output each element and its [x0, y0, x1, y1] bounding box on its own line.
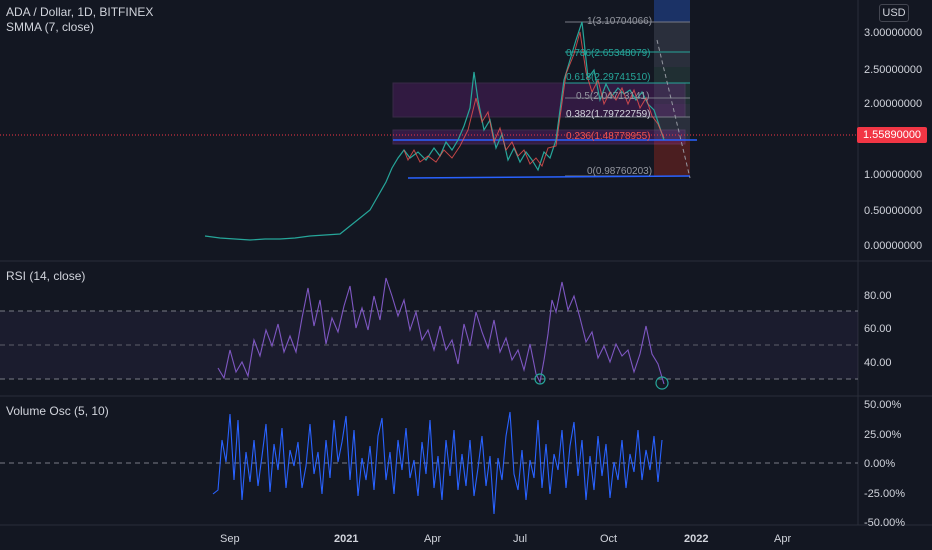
time-label-oct: Oct [600, 533, 617, 545]
vol-tick-neg50: -50.00% [864, 517, 905, 529]
price-tick-0: 0.00000000 [864, 240, 922, 252]
fib-label-0: 0(0.98760203) [587, 166, 652, 177]
smma-legend[interactable]: SMMA (7, close) [6, 20, 95, 34]
fib-label-0618: 0.618(2.29741510) [566, 72, 651, 83]
volume-osc-legend[interactable]: Volume Osc (5, 10) [6, 404, 109, 418]
price-series[interactable] [204, 21, 665, 241]
symbol-legend[interactable]: ADA / Dollar, 1D, BITFINEX [6, 5, 154, 19]
rsi-tick-60: 60.00 [864, 323, 892, 335]
support-trendline[interactable] [407, 175, 691, 179]
fib-label-0236: 0.236(1.48778955) [566, 131, 651, 142]
vol-tick-50: 50.00% [864, 399, 902, 411]
rsi-line[interactable] [217, 277, 665, 385]
price-tick-0-5: 0.50000000 [864, 205, 922, 217]
time-label-apr: Apr [424, 533, 441, 545]
vol-tick-0: 0.00% [864, 458, 895, 470]
price-series-red [403, 31, 665, 168]
fib-retracement-zone[interactable] [654, 0, 690, 176]
volume-osc-line[interactable] [212, 411, 663, 515]
fib-label-1: 1(3.10704066) [587, 16, 652, 27]
rsi-tick-40: 40.00 [864, 357, 892, 369]
time-label-apr-2022: Apr [774, 533, 791, 545]
time-label-2021: 2021 [334, 533, 358, 545]
fib-label-0786: 0.786(2.65348079) [566, 48, 651, 59]
price-tick-3: 3.00000000 [864, 27, 922, 39]
fib-label-0382: 0.382(1.79722759) [566, 109, 651, 120]
price-tick-2-5: 2.50000000 [864, 64, 922, 76]
rsi-tick-80: 80.00 [864, 290, 892, 302]
projection-line[interactable] [656, 39, 691, 179]
rsi-circle-jul[interactable] [534, 373, 546, 385]
vol-tick-neg25: -25.00% [864, 488, 905, 500]
currency-button[interactable]: USD [879, 4, 909, 22]
time-label-sep: Sep [220, 533, 240, 545]
current-price-badge: 1.55890000 [857, 127, 927, 143]
price-tick-1: 1.00000000 [864, 169, 922, 181]
vol-tick-25: 25.00% [864, 429, 902, 441]
fib-label-05: 0.5(2.04713141) [576, 91, 649, 102]
rsi-circle-nov[interactable] [655, 376, 669, 390]
rsi-legend[interactable]: RSI (14, close) [6, 269, 86, 283]
price-tick-2: 2.00000000 [864, 98, 922, 110]
time-label-jul: Jul [513, 533, 527, 545]
time-label-2022: 2022 [684, 533, 708, 545]
